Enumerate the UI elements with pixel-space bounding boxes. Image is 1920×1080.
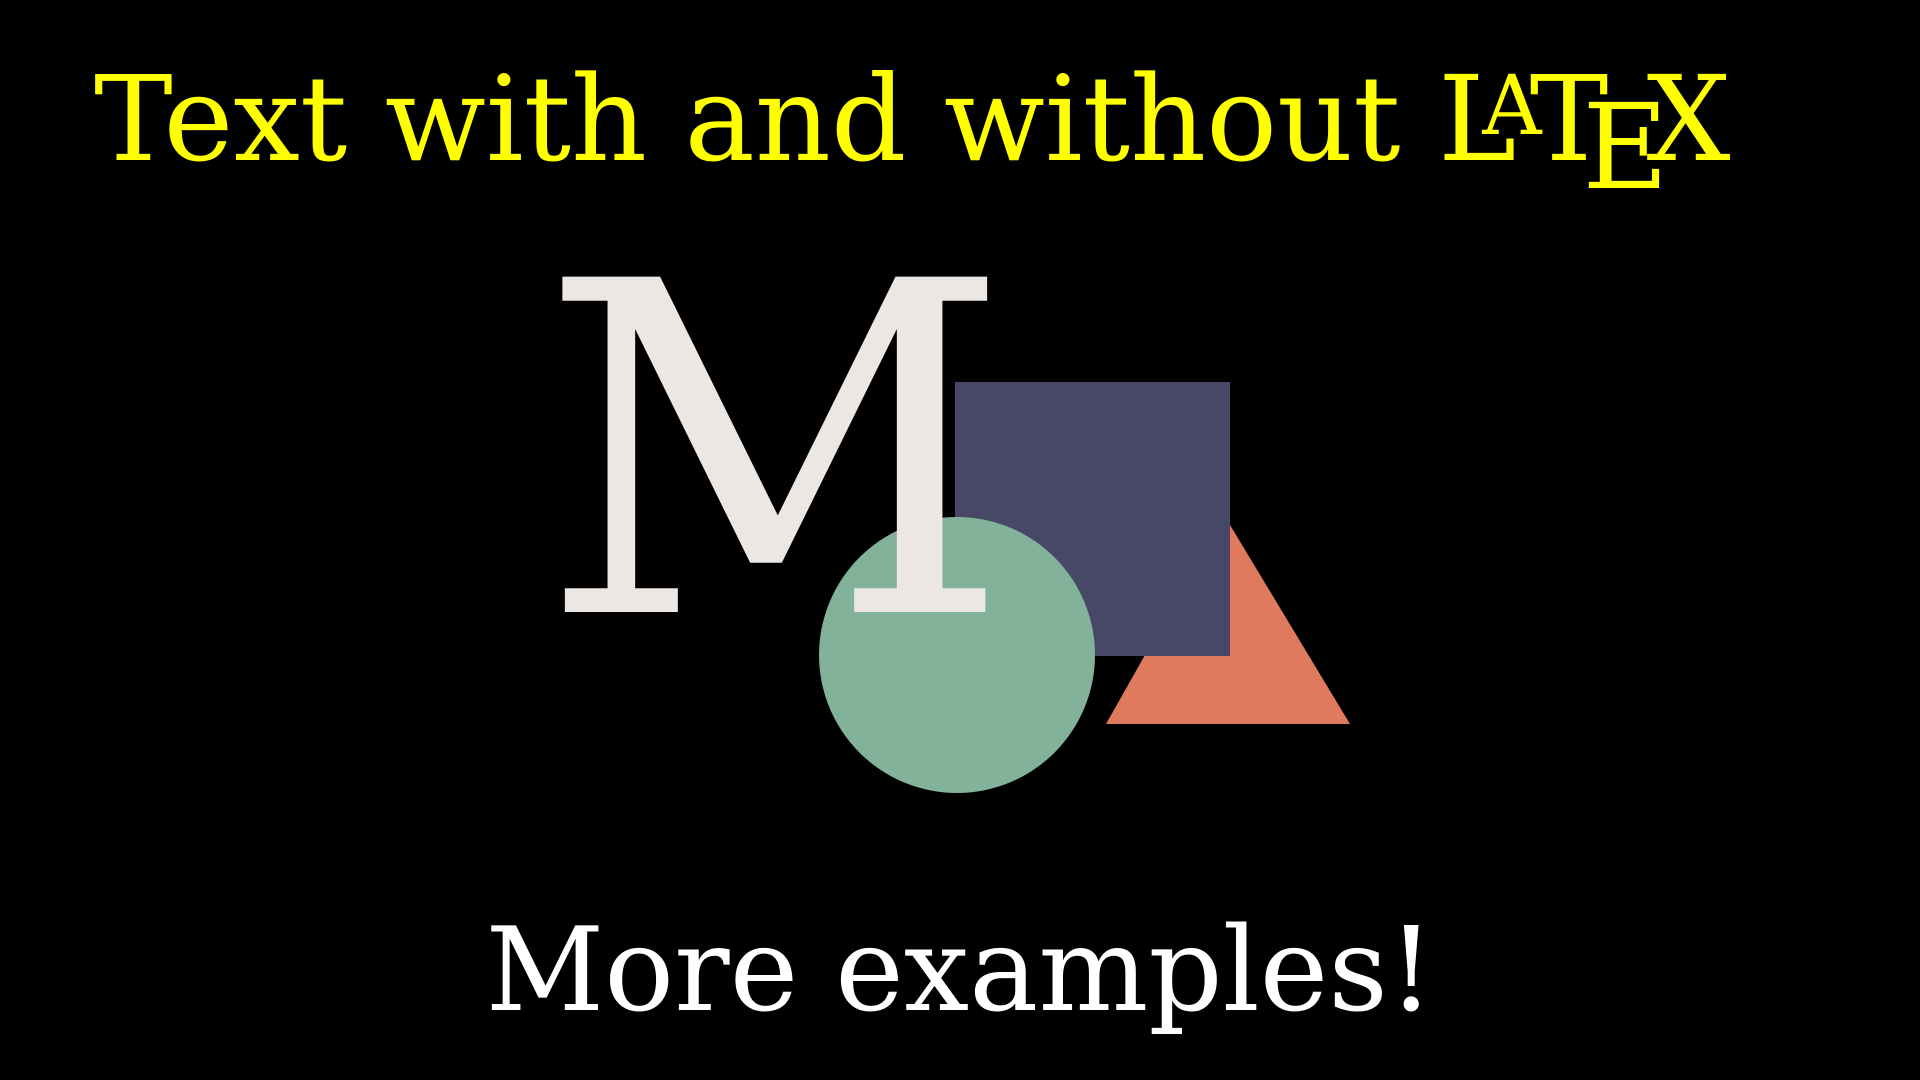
subtitle-text: More examples! xyxy=(486,903,1435,1038)
latex-A: A xyxy=(1481,59,1543,154)
title-text: Text with and without LATEX xyxy=(94,50,1731,216)
latex-E: E xyxy=(1582,78,1668,216)
logo-letter-m: M xyxy=(539,186,1010,721)
logo-group: M xyxy=(539,186,1350,793)
title-prefix: Text with and without xyxy=(94,50,1438,188)
latex-L: L xyxy=(1438,50,1516,188)
logo-circle xyxy=(819,517,1095,793)
latex-X: X xyxy=(1646,50,1730,188)
latex-T: T xyxy=(1530,50,1609,188)
